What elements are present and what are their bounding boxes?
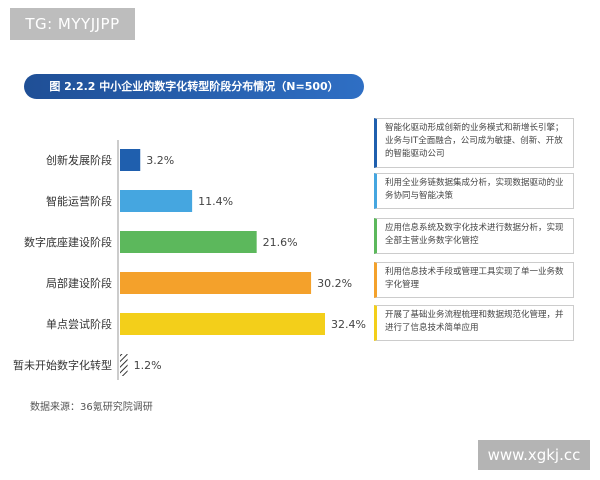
stage-note: 智能化驱动形成创新的业务模式和新增长引擎；业务与IT全面融合，公司成为敏捷、创新… <box>374 118 574 168</box>
watermark-top: TG: MYYJJPP <box>10 8 135 40</box>
stage-note: 开展了基础业务流程梳理和数据规范化管理，并进行了信息技术简单应用 <box>374 305 574 341</box>
bar <box>120 272 312 294</box>
bar <box>120 354 128 376</box>
stage-note: 应用信息系统及数字化技术进行数据分析，实现全部主营业务数字化管控 <box>374 218 574 254</box>
data-source: 数据来源：36氪研究院调研 <box>30 402 153 413</box>
category-label: 智能运营阶段 <box>46 194 112 208</box>
bar <box>120 149 141 171</box>
stage-note: 利用信息技术手段或管理工具实现了单一业务数字化管理 <box>374 262 574 298</box>
value-label: 30.2% <box>317 277 352 290</box>
stage-note: 利用全业务链数据集成分析，实现数据驱动的业务协同与智能决策 <box>374 173 574 209</box>
bar <box>120 231 257 253</box>
category-label: 创新发展阶段 <box>46 153 112 167</box>
category-label: 暂未开始数字化转型 <box>13 358 112 372</box>
category-label: 数字底座建设阶段 <box>24 235 112 249</box>
bar <box>120 313 325 335</box>
category-label: 局部建设阶段 <box>46 276 112 290</box>
bar <box>120 190 193 212</box>
value-label: 32.4% <box>331 318 366 331</box>
value-label: 1.2% <box>134 359 162 372</box>
watermark-bottom: www.xgkj.cc <box>478 440 590 470</box>
value-label: 11.4% <box>198 195 233 208</box>
value-label: 21.6% <box>263 236 298 249</box>
value-label: 3.2% <box>146 154 174 167</box>
chart-title: 图 2.2.2 中小企业的数字化转型阶段分布情况（N=500） <box>24 74 364 99</box>
category-label: 单点尝试阶段 <box>46 317 112 331</box>
